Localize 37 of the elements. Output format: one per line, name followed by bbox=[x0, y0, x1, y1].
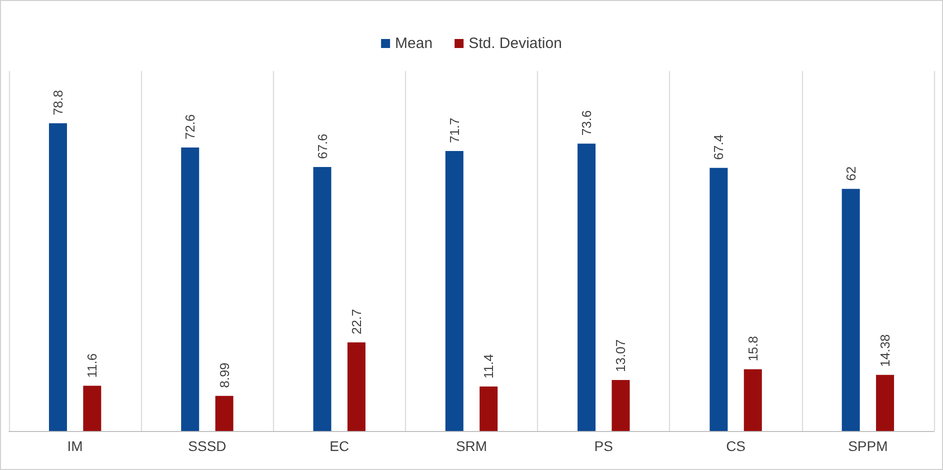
data-label: 72.6 bbox=[182, 114, 198, 140]
data-label: 67.6 bbox=[314, 134, 330, 160]
bar bbox=[876, 374, 894, 431]
bar bbox=[612, 380, 630, 431]
data-label: 67.4 bbox=[711, 134, 726, 160]
data-label: 8.99 bbox=[216, 362, 232, 388]
bar bbox=[480, 386, 498, 431]
bar bbox=[347, 342, 366, 431]
x-tick-label: PS bbox=[594, 438, 613, 454]
data-label: 22.7 bbox=[348, 309, 364, 334]
x-tick-label: SSSD bbox=[188, 438, 226, 454]
x-tick-label: SRM bbox=[456, 438, 488, 454]
data-label: 11.6 bbox=[84, 353, 100, 378]
data-label: 13.07 bbox=[613, 339, 628, 372]
data-label: 78.8 bbox=[50, 90, 66, 116]
x-tick-label: SPPM bbox=[848, 438, 888, 454]
data-label: 73.6 bbox=[579, 110, 594, 136]
data-label: 11.4 bbox=[481, 354, 496, 378]
data-label: 14.38 bbox=[878, 334, 893, 367]
data-label: 71.7 bbox=[446, 118, 462, 144]
bar bbox=[313, 167, 332, 431]
bar bbox=[744, 369, 762, 431]
bar bbox=[215, 396, 234, 431]
legend-label: Std. Deviation bbox=[468, 35, 562, 52]
x-tick-label: CS bbox=[726, 438, 746, 454]
bar bbox=[710, 168, 728, 431]
data-label: 15.8 bbox=[745, 336, 760, 362]
data-label: 62 bbox=[843, 166, 858, 181]
bar bbox=[83, 386, 102, 431]
x-tick-label: IM bbox=[67, 438, 83, 454]
bar bbox=[181, 148, 200, 431]
bar bbox=[842, 188, 860, 431]
legend-label: Mean bbox=[395, 35, 433, 52]
bar bbox=[445, 151, 464, 431]
x-tick-label: EC bbox=[330, 438, 350, 454]
bar bbox=[578, 144, 596, 431]
bar bbox=[48, 123, 67, 431]
